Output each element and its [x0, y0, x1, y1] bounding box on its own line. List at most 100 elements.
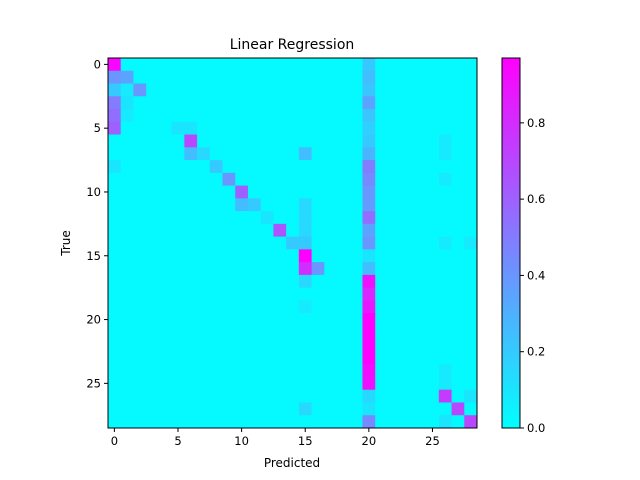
heatmap-cell	[286, 236, 300, 250]
heatmap-cell	[400, 70, 414, 85]
heatmap-cell	[400, 274, 414, 289]
heatmap-cell	[222, 325, 236, 340]
heatmap-cell	[235, 351, 249, 365]
heatmap-cell	[451, 300, 465, 314]
heatmap-cell	[426, 415, 440, 429]
y-axis-label: True	[59, 230, 73, 257]
heatmap-cell	[235, 364, 249, 378]
heatmap-cell	[324, 223, 338, 238]
heatmap-cell	[413, 376, 427, 391]
heatmap-cell	[451, 364, 465, 378]
heatmap-cell	[260, 351, 274, 365]
heatmap-cell	[273, 351, 287, 365]
heatmap-cell	[222, 249, 236, 263]
heatmap-cell	[273, 134, 287, 148]
heatmap-cell	[133, 262, 147, 276]
heatmap-cell	[197, 287, 211, 301]
heatmap-cell	[311, 223, 325, 238]
heatmap-cell	[451, 376, 465, 391]
heatmap-cell	[387, 70, 402, 85]
heatmap-cell	[197, 389, 211, 403]
heatmap-cell	[451, 109, 465, 123]
heatmap-cell	[324, 172, 338, 187]
heatmap-cell	[171, 415, 185, 429]
heatmap-cell	[337, 109, 351, 123]
heatmap-cell	[133, 313, 147, 327]
heatmap-cell	[337, 160, 351, 174]
heatmap-cell	[286, 402, 300, 416]
heatmap-cell	[133, 274, 147, 289]
heatmap-cell	[349, 198, 363, 212]
heatmap-cell	[413, 58, 427, 72]
heatmap-cell	[273, 402, 287, 416]
heatmap-cell	[260, 364, 274, 378]
heatmap-cell	[222, 274, 236, 289]
heatmap-cell	[197, 185, 211, 199]
heatmap-cell	[324, 185, 338, 199]
heatmap-cell	[260, 58, 274, 72]
heatmap-cell	[286, 389, 300, 403]
heatmap-cell	[171, 147, 185, 161]
heatmap-cell	[247, 83, 262, 97]
heatmap-cell	[438, 172, 453, 187]
heatmap-cell	[171, 313, 185, 327]
heatmap-cell	[413, 83, 427, 97]
heatmap-cell	[375, 70, 389, 85]
heatmap-cell	[120, 262, 134, 276]
heatmap-cell	[337, 364, 351, 378]
heatmap-cell	[146, 147, 160, 161]
heatmap-cell	[438, 109, 453, 123]
heatmap-cell	[286, 300, 300, 314]
heatmap-cell	[260, 70, 274, 85]
heatmap-cell	[273, 313, 287, 327]
heatmap-cell	[349, 325, 363, 340]
heatmap-cell	[311, 58, 325, 72]
heatmap-cell	[108, 364, 122, 378]
heatmap-cell	[286, 211, 300, 225]
heatmap-cell	[286, 313, 300, 327]
heatmap-cell	[413, 223, 427, 238]
heatmap-cell	[324, 83, 338, 97]
heatmap-cell	[273, 376, 287, 391]
heatmap-cell	[451, 147, 465, 161]
heatmap-cell	[197, 198, 211, 212]
heatmap-cell	[451, 223, 465, 238]
heatmap-cell	[260, 83, 274, 97]
heatmap-cell	[184, 185, 198, 199]
heatmap-cell	[286, 160, 300, 174]
y-tick-label: 0	[94, 57, 101, 71]
heatmap-cell	[464, 83, 478, 97]
heatmap-cell	[375, 249, 389, 263]
heatmap-cell	[375, 160, 389, 174]
heatmap-cell	[337, 249, 351, 263]
heatmap-cell	[247, 338, 262, 352]
heatmap-cell	[184, 236, 198, 250]
heatmap-cell	[438, 338, 453, 352]
heatmap-cell	[298, 223, 313, 238]
heatmap-cell	[400, 109, 414, 123]
heatmap-cell	[209, 58, 224, 72]
heatmap-cell	[464, 389, 478, 403]
heatmap-cell	[413, 198, 427, 212]
heatmap-cell	[120, 364, 134, 378]
heatmap-cell	[362, 351, 376, 365]
heatmap-cell	[133, 134, 147, 148]
heatmap-cell	[209, 313, 224, 327]
heatmap-cell	[247, 134, 262, 148]
heatmap-cell	[362, 402, 376, 416]
heatmap-cell	[184, 287, 198, 301]
heatmap-cell	[273, 325, 287, 340]
heatmap-cell	[400, 185, 414, 199]
heatmap-cell	[184, 134, 198, 148]
heatmap-cell	[349, 274, 363, 289]
heatmap-cell	[349, 249, 363, 263]
heatmap-cell	[464, 376, 478, 391]
heatmap-cell	[451, 96, 465, 110]
heatmap-cell	[337, 223, 351, 238]
heatmap-cell	[337, 325, 351, 340]
heatmap-cell	[426, 313, 440, 327]
heatmap-cell	[451, 198, 465, 212]
heatmap-cell	[387, 389, 402, 403]
heatmap-cell	[260, 338, 274, 352]
heatmap-cell	[324, 96, 338, 110]
